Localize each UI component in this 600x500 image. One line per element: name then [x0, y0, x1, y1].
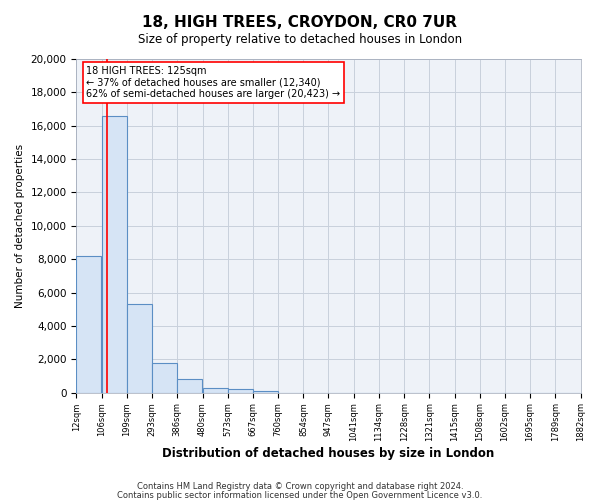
Text: Contains HM Land Registry data © Crown copyright and database right 2024.: Contains HM Land Registry data © Crown c… [137, 482, 463, 491]
X-axis label: Distribution of detached houses by size in London: Distribution of detached houses by size … [163, 447, 494, 460]
Bar [76, 256, 101, 392]
Text: Size of property relative to detached houses in London: Size of property relative to detached ho… [138, 32, 462, 46]
Bar [203, 388, 227, 392]
Bar [227, 390, 253, 392]
Bar [152, 362, 177, 392]
Bar [177, 380, 202, 392]
Text: 18, HIGH TREES, CROYDON, CR0 7UR: 18, HIGH TREES, CROYDON, CR0 7UR [143, 15, 458, 30]
Text: Contains public sector information licensed under the Open Government Licence v3: Contains public sector information licen… [118, 490, 482, 500]
Text: 18 HIGH TREES: 125sqm
← 37% of detached houses are smaller (12,340)
62% of semi-: 18 HIGH TREES: 125sqm ← 37% of detached … [86, 66, 341, 99]
Bar [127, 304, 152, 392]
Bar [253, 391, 278, 392]
Y-axis label: Number of detached properties: Number of detached properties [15, 144, 25, 308]
Bar [102, 116, 127, 392]
